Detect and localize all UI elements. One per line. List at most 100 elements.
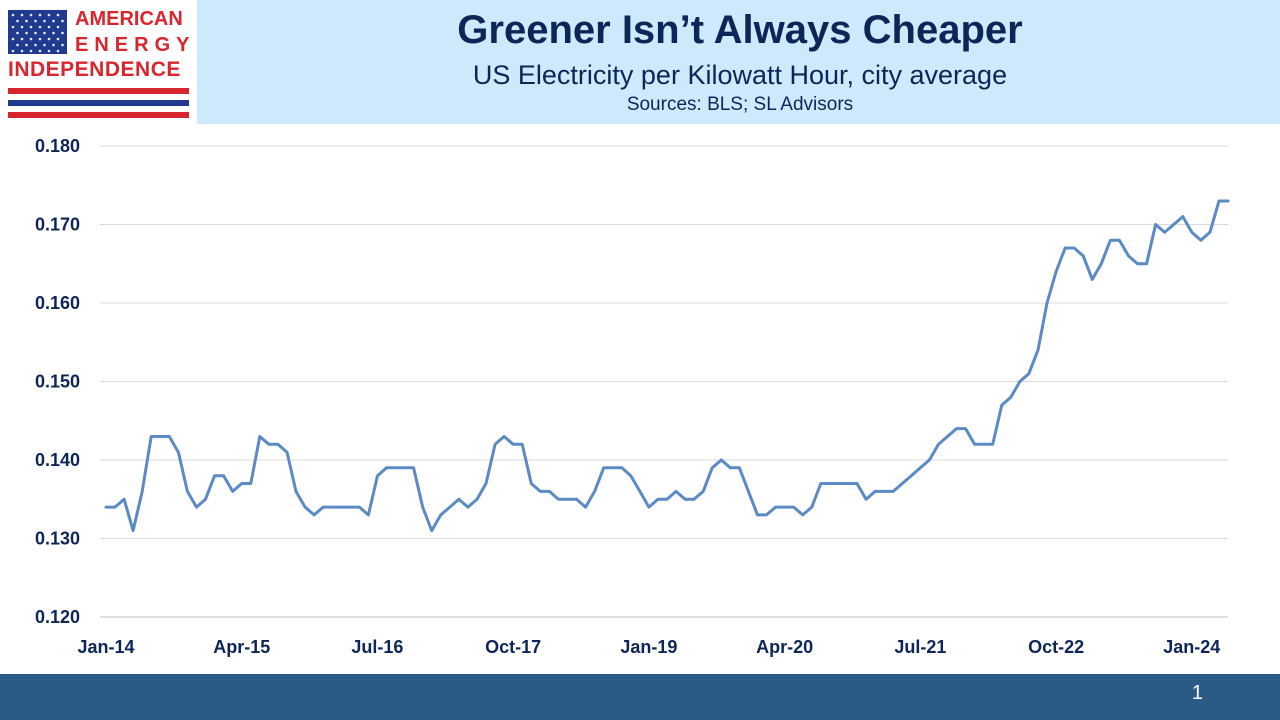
data-point [665,498,669,501]
data-point [448,505,452,509]
data-point [439,513,442,517]
data-point [122,498,126,501]
x-axis-ticks: Jan-14 Apr-15 Jul-16 Oct-17 Jan-19 Apr-20 Jul-… [77,637,1220,657]
data-point [656,498,660,501]
logo-stripe-blue [8,100,189,106]
y-tick-label: 0.140 [35,450,80,470]
data-point [331,505,334,509]
data-point [792,505,795,509]
data-point [240,482,243,485]
data-point [683,498,687,501]
logo-stripe-red-2 [8,112,189,118]
data-point [267,443,271,446]
data-point [159,435,162,438]
data-point [1199,239,1203,242]
x-tick-label: Oct-17 [485,637,541,657]
logo-text-energy: ENERGY [75,34,196,56]
data-point [701,490,705,493]
data-point [1226,199,1230,203]
data-point [1208,231,1212,234]
data-point [584,505,587,509]
footer-bar: 1 [0,674,1280,720]
data-point [901,482,904,485]
data-point [484,482,488,485]
data-point [530,482,533,485]
data-point [349,505,352,509]
data-point [910,474,913,477]
data-point [475,498,479,501]
data-point [1118,239,1121,242]
data-point [1154,223,1157,226]
data-point [430,529,433,532]
data-point [620,466,623,470]
data-point [692,498,696,501]
x-tick-label: Jan-24 [1163,637,1220,657]
x-tick-label: Apr-20 [756,637,813,657]
data-point [1145,262,1148,265]
data-point [855,482,859,485]
logo: AMERICAN ENERGY INDEPENDENCE [0,0,197,124]
data-point [747,490,750,493]
data-point [204,498,207,501]
data-point [548,490,551,493]
data-point [711,466,714,470]
data-point [1082,254,1085,258]
y-tick-label: 0.160 [35,293,80,313]
y-tick-label: 0.170 [35,215,80,235]
data-point [258,435,262,438]
data-point [864,498,868,501]
data-point [376,474,379,477]
data-point [837,482,841,485]
data-point [593,490,596,493]
data-point [285,450,289,454]
data-point [412,466,415,470]
page-number: 1 [1191,682,1203,704]
data-point [575,498,578,501]
data-point [1000,403,1003,407]
data-point [1127,254,1130,258]
data-point [828,482,832,485]
data-point [991,443,994,446]
data-point [421,505,424,509]
x-tick-label: Jul-16 [351,637,403,657]
data-point [1036,348,1040,352]
data-point [674,490,678,493]
data-point [394,466,397,470]
data-point [566,498,569,501]
y-tick-label: 0.130 [35,529,80,549]
data-point [819,482,823,485]
data-point [340,505,343,509]
data-point [131,529,135,532]
logo-text-american: AMERICAN [75,8,183,30]
x-tick-label: Jul-21 [894,637,946,657]
data-point [882,490,886,493]
data-point [312,513,316,517]
data-point [195,505,198,509]
data-point [213,474,216,477]
logo-text-independence: INDEPENDENCE [8,58,181,81]
data-point [964,427,967,430]
data-point [177,450,180,454]
data-point [1063,246,1067,250]
header-banner: AMERICAN ENERGY INDEPENDENCE Greener Isn… [0,0,1280,124]
data-point [186,490,189,493]
data-point [249,482,252,485]
data-point [720,458,723,462]
data-point [367,513,370,517]
data-point [647,505,651,509]
data-point [511,443,515,446]
data-point [502,435,506,438]
data-point [521,443,524,446]
data-point [873,490,877,493]
data-point [1018,380,1022,383]
data-point [928,458,931,462]
data-point [1009,396,1013,399]
data-point [629,474,633,477]
data-point [955,427,958,430]
series-layer [104,199,1230,533]
data-point [774,505,777,509]
flag-icon [8,10,67,54]
y-axis-ticks: 0.120 0.130 0.140 0.150 0.160 0.170 0.180 [35,136,80,627]
data-point [358,505,361,509]
series-line [104,199,1230,533]
